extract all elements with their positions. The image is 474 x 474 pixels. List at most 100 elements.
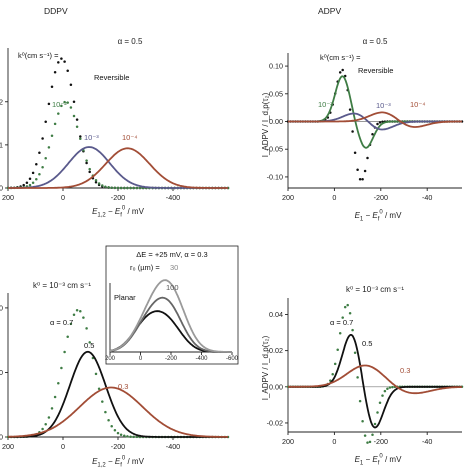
- x-label-part-tl-2: − E: [106, 207, 121, 216]
- x-axis-label-br: E1 − Ef0 / mV: [355, 454, 402, 467]
- x-tick-label-tl-2: -200: [111, 193, 125, 202]
- y-tick-label-bl-0: 00: [0, 303, 3, 312]
- data-point-tl-1-28: [94, 179, 98, 182]
- chart-title-bl: k⁰ = 10⁻³ cm s⁻¹: [33, 281, 91, 290]
- data-point-bl-0-39: [129, 435, 132, 438]
- series-label-br-2: 0.3: [400, 366, 410, 375]
- data-point-tl-0-21: [72, 100, 76, 103]
- x-label-part-bl-3: f: [120, 463, 122, 469]
- y-tick-label-tl-1: .1: [0, 140, 3, 149]
- data-point-br-0-33: [368, 440, 372, 444]
- x-label-part-tl-4: 0: [122, 206, 126, 212]
- x-label-part-bl-4: 0: [122, 456, 126, 462]
- data-point-bl-0-28: [94, 372, 98, 376]
- data-point-tl-0-7: [28, 177, 32, 181]
- data-point-tl-1-14: [50, 134, 54, 137]
- data-point-tl-1-35: [116, 186, 120, 190]
- x-tick-label-tr-2: -200: [374, 193, 388, 202]
- data-point-tl-0-25: [85, 161, 88, 165]
- x-label-part-bl-2: − E: [106, 457, 121, 466]
- x-label-part-br-5: / mV: [383, 455, 402, 464]
- series-label-tl-3: 10⁻⁴: [122, 133, 138, 142]
- data-point-tl-1-26: [88, 167, 91, 171]
- x-tick-label-bl-3: -400: [166, 442, 180, 451]
- x-tick-label-br-0: 200: [282, 437, 294, 446]
- data-point-br-0-25: [348, 311, 352, 315]
- series-label-bl-1: 0.5: [84, 341, 94, 350]
- data-point-br-0-23: [343, 305, 347, 309]
- x-tick-label-tr-3: -40: [422, 193, 432, 202]
- data-point-tl-0-9: [35, 163, 38, 166]
- data-point-tl-0-5: [22, 183, 25, 187]
- data-point-br-0-37: [378, 401, 382, 404]
- data-point-tr-0-30: [361, 178, 364, 181]
- x-label-part-bl-1: 1,2: [97, 463, 106, 469]
- data-point-tr-0-36: [376, 122, 379, 126]
- data-point-bl-0-38: [126, 435, 129, 438]
- y-tick-label-bl-2: 00: [0, 433, 3, 442]
- x-label-part-tr-4: 0: [379, 210, 383, 216]
- data-point-br-0-31: [363, 434, 367, 437]
- data-point-tl-1-33: [110, 186, 113, 189]
- data-point-bl-0-24: [82, 316, 85, 319]
- series-line-bl-1: [8, 350, 228, 438]
- series-line-tr-1: [288, 75, 462, 149]
- data-point-tr-0-37: [378, 121, 382, 124]
- y-tick-label-tl-0: .2: [0, 97, 3, 106]
- y-tick-label-tr-0: 0.10: [269, 62, 283, 71]
- x-axis-label-bl: E1,2 − Ef0 / mV: [92, 456, 144, 469]
- x-tick-label-tl-3: -400: [166, 193, 180, 202]
- x-tick-label-bl-0: 200: [2, 442, 14, 451]
- x-axis-label-tl: E1,2 − Ef0 / mV: [92, 206, 144, 219]
- x-tick-label-bl-1: 0: [61, 442, 65, 451]
- annotation-k0-tr: k⁰(cm s⁻¹) =: [320, 53, 361, 62]
- data-point-bl-0-16: [57, 382, 60, 385]
- x-label-part-br-4: 0: [379, 454, 383, 460]
- data-point-tl-1-41: [135, 186, 139, 190]
- data-point-br-0-32: [366, 441, 369, 444]
- series-label-bl-2: 0.3: [118, 382, 128, 391]
- x-label-part-br-2: − E: [363, 455, 378, 464]
- data-point-bl-0-33: [110, 424, 113, 428]
- data-point-tl-0-15: [53, 70, 57, 74]
- data-point-br-0-40: [386, 387, 389, 390]
- data-point-tl-1-9: [35, 178, 38, 181]
- data-point-bl-0-13: [47, 416, 51, 419]
- series-label-tl-0: Reversible: [94, 73, 129, 82]
- data-point-tl-1-19: [66, 101, 69, 104]
- data-point-bl-0-22: [75, 309, 79, 312]
- data-point-br-0-18: [331, 372, 334, 376]
- x-label-part-br-0: E: [355, 455, 361, 464]
- data-point-tl-1-25: [85, 159, 88, 162]
- data-point-bl-0-23: [79, 310, 82, 313]
- data-point-tl-1-30: [101, 184, 104, 187]
- data-point-bl-0-35: [116, 431, 120, 435]
- series-label-tr-3: 10⁻⁴: [410, 100, 426, 109]
- data-point-tl-1-32: [107, 186, 110, 189]
- x-tick-label-bl-2: -200: [111, 442, 125, 451]
- x-tick-label-br-1: 0: [332, 437, 336, 446]
- series-label-tr-2: 10⁻³: [376, 101, 391, 110]
- x-tick-label-inset-0: 200: [105, 356, 116, 362]
- data-point-tr-0-21: [338, 71, 342, 74]
- series-line-inset-2: [109, 279, 232, 353]
- series-label-tr-0: Reversible: [358, 66, 393, 75]
- data-point-bl-0-25: [85, 327, 88, 330]
- series-label-tr-1: 10⁻²: [318, 100, 333, 109]
- series-label-tl-1: 10⁻²: [52, 100, 67, 109]
- header-adpv: ADPV: [318, 6, 341, 16]
- series-label-br-0: α = 0.7: [330, 318, 353, 327]
- data-point-br-0-20: [336, 348, 339, 352]
- data-point-tl-0-12: [44, 120, 47, 124]
- inset-annotation: r₀ (µm) =: [130, 263, 160, 272]
- series-tr-0: [286, 68, 464, 181]
- data-point-tr-0-27: [353, 151, 357, 154]
- x-label-part-tr-3: f: [378, 217, 380, 223]
- data-point-tl-1-8: [31, 181, 35, 185]
- data-point-tl-1-37: [123, 186, 126, 190]
- data-point-tl-1-22: [75, 125, 79, 129]
- data-point-tl-1-16: [57, 112, 60, 115]
- x-label-part-tr-0: E: [355, 211, 361, 220]
- data-point-tl-0-10: [38, 151, 41, 155]
- inset-series-label-2: 30: [170, 263, 178, 272]
